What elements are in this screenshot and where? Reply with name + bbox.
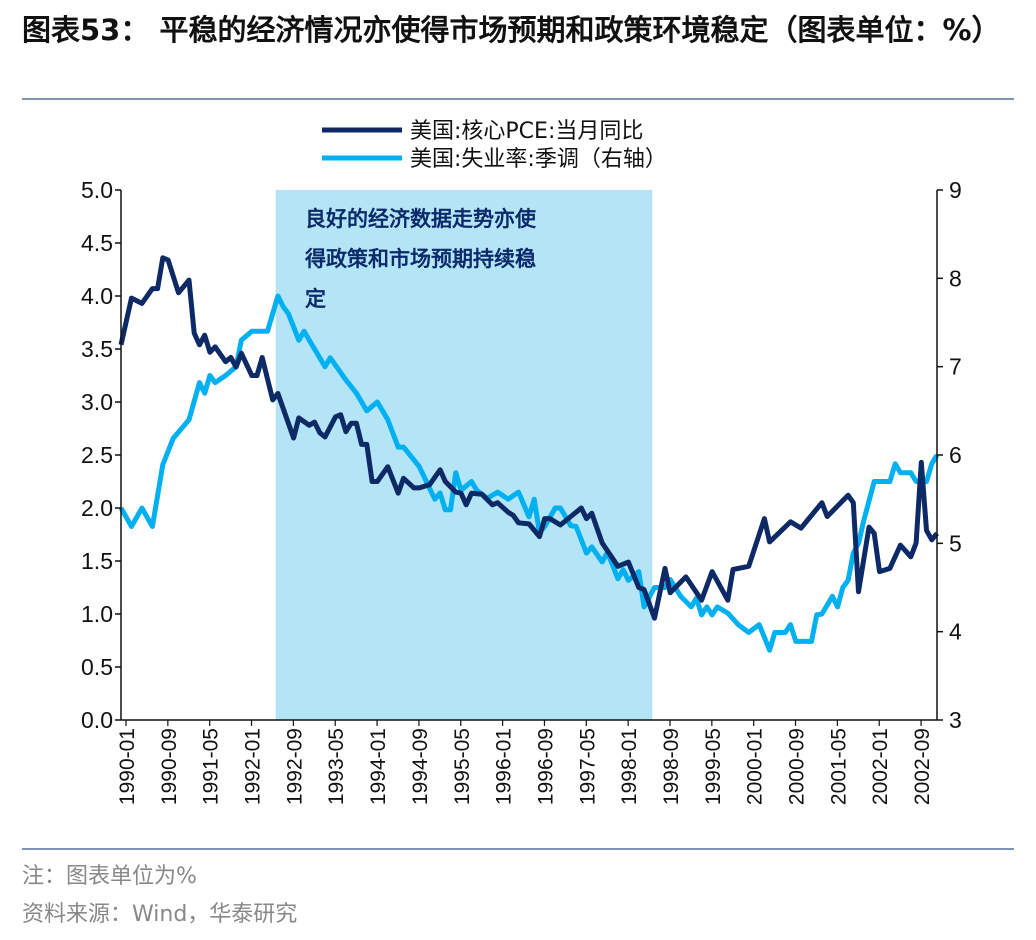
left-tick-label: 3.0 (81, 389, 113, 415)
x-tick-label: 1991-05 (200, 728, 223, 805)
left-tick-label: 3.5 (81, 336, 113, 362)
right-tick-label: 9 (949, 177, 962, 203)
legend-label: 美国:核心PCE:当月同比 (410, 119, 643, 144)
left-tick-label: 4.0 (81, 283, 113, 309)
x-tick-label: 1996-09 (534, 728, 557, 805)
series-line-unemployment (118, 293, 940, 653)
x-tick-label: 1993-05 (325, 728, 348, 805)
left-tick-label: 1.0 (81, 601, 113, 627)
x-tick-label: 1992-01 (242, 728, 265, 805)
x-tick-label: 1990-01 (116, 728, 139, 805)
x-tick-label: 2002-09 (911, 728, 934, 805)
left-tick-label: 5.0 (81, 177, 113, 203)
x-tick-label: 1995-05 (451, 728, 474, 805)
right-tick-label: 8 (949, 265, 962, 291)
shaded-annotation-line: 良好的经济数据走势亦使 (305, 206, 537, 231)
x-tick-label: 1999-05 (702, 728, 725, 805)
x-tick-label: 2001-05 (827, 728, 850, 805)
shaded-annotation-line: 定 (305, 286, 326, 311)
right-tick-label: 6 (949, 442, 962, 468)
right-tick-label: 4 (949, 619, 962, 645)
x-tick-label: 1992-09 (283, 728, 306, 805)
x-tick-label: 1994-01 (367, 728, 390, 805)
right-tick-label: 7 (949, 354, 962, 380)
x-tick-label: 1998-01 (618, 728, 641, 805)
x-tick-label: 2002-01 (869, 728, 892, 805)
chart-title: 图表53： 平稳的经济情况亦使得市场预期和政策环境稳定（图表单位：%） (22, 13, 1001, 47)
left-tick-label: 4.5 (81, 230, 113, 256)
footnote: 注：图表单位为% (22, 864, 197, 889)
right-tick-label: 5 (949, 530, 962, 556)
x-tick-label: 1990-09 (158, 728, 181, 805)
x-tick-label: 2000-09 (786, 728, 809, 805)
left-tick-label: 0.5 (81, 654, 113, 680)
title-divider (22, 98, 1014, 100)
series-line-core-pce (118, 255, 939, 621)
shaded-annotation-line: 得政策和市场预期持续稳 (304, 246, 536, 271)
footer-divider (22, 848, 1014, 850)
left-tick-label: 2.5 (81, 442, 113, 468)
x-tick-label: 1997-05 (576, 728, 599, 805)
shaded-region (275, 190, 653, 720)
x-tick-label: 1996-01 (493, 728, 516, 805)
left-tick-label: 2.0 (81, 495, 113, 521)
x-tick-label: 2000-01 (744, 728, 767, 805)
x-tick-label: 1998-09 (660, 728, 683, 805)
x-tick-label: 1994-09 (409, 728, 432, 805)
legend-label: 美国:失业率:季调（右轴） (410, 147, 667, 172)
left-tick-label: 1.5 (81, 548, 113, 574)
right-tick-label: 3 (949, 707, 962, 733)
source-note: 资料来源：Wind，华泰研究 (22, 902, 298, 927)
left-tick-label: 0.0 (81, 707, 113, 733)
